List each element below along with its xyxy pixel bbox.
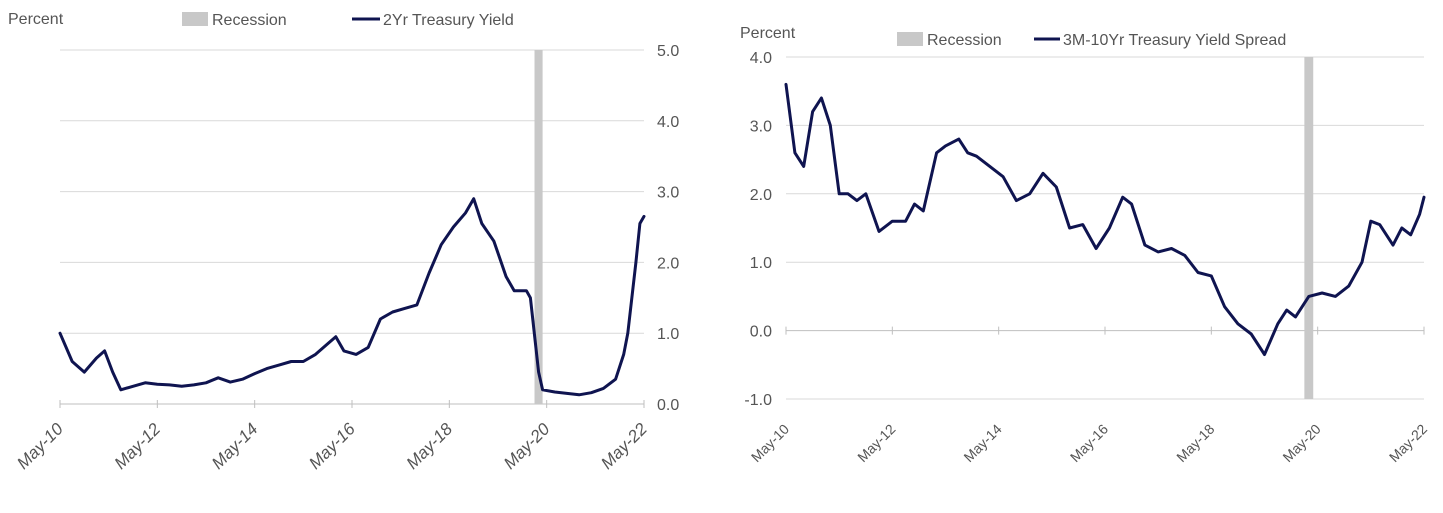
x-tick-label: May-20 <box>1279 421 1323 465</box>
x-tick-label: May-14 <box>208 419 262 473</box>
y-tick-label: 4.0 <box>657 114 679 131</box>
legend: Recession 3M-10Yr Treasury Yield Spread <box>897 32 1286 49</box>
chart-2yr-treasury-yield-svg: Percent Recession 2Yr Treasury Yield 0.0… <box>8 11 679 473</box>
y-tick-label: 3.0 <box>657 185 679 202</box>
x-tick-label: May-22 <box>1386 421 1430 465</box>
y-tick-label: 5.0 <box>657 43 679 60</box>
chart-3m-10yr-spread: Percent Recession 3M-10Yr Treasury Yield… <box>722 0 1443 508</box>
legend-recession-label: Recession <box>927 32 1002 49</box>
x-tick-label: May-14 <box>960 421 1004 465</box>
y-tick-label: 0.0 <box>657 397 679 414</box>
y-tick-label: 2.0 <box>657 255 679 272</box>
x-tick-label: May-16 <box>305 419 359 473</box>
y-axis-title: Percent <box>8 11 64 28</box>
y-axis-title: Percent <box>740 25 796 42</box>
x-tick-label: May-18 <box>1173 421 1217 465</box>
legend: Recession 2Yr Treasury Yield <box>182 12 514 29</box>
y-tick-labels: 0.0 1.0 2.0 3.0 4.0 5.0 <box>657 43 679 414</box>
x-tick-label: May-10 <box>748 421 792 465</box>
series-line-3m-10yr-spread <box>784 82 1426 356</box>
y-tick-label: 1.0 <box>657 326 679 343</box>
chart-3m-10yr-spread-svg: Percent Recession 3M-10Yr Treasury Yield… <box>740 25 1430 465</box>
y-tick-label: -1.0 <box>744 392 772 409</box>
legend-series-label: 3M-10Yr Treasury Yield Spread <box>1063 32 1286 49</box>
legend-recession-swatch <box>182 12 208 26</box>
y-tick-label: 4.0 <box>750 50 772 67</box>
x-tick-labels: May-10 May-12 May-14 May-16 May-18 May-20 May-… <box>748 421 1430 465</box>
legend-recession-label: Recession <box>212 12 287 29</box>
x-tick-labels: May-10 May-12 May-14 May-16 May-18 May-20 May-… <box>13 419 651 473</box>
legend-recession-swatch <box>897 32 923 46</box>
legend-series-label: 2Yr Treasury Yield <box>383 12 514 29</box>
x-tick-label: May-10 <box>13 419 67 473</box>
x-tick-label: May-22 <box>597 419 651 473</box>
x-tick-label: May-20 <box>500 419 554 473</box>
chart-2yr-treasury-yield: Percent Recession 2Yr Treasury Yield 0.0… <box>0 0 720 508</box>
x-tick-label: May-12 <box>111 419 165 473</box>
x-tick-label: May-12 <box>854 421 898 465</box>
gridlines <box>785 56 1425 400</box>
y-tick-label: 1.0 <box>750 255 772 272</box>
y-tick-label: 2.0 <box>750 187 772 204</box>
y-tick-label: 3.0 <box>750 118 772 135</box>
y-tick-label: 0.0 <box>750 324 772 341</box>
x-tick-label: May-16 <box>1067 421 1111 465</box>
y-tick-labels: -1.0 0.0 1.0 2.0 3.0 4.0 <box>744 50 772 409</box>
gridlines <box>59 49 645 408</box>
recession-bar <box>534 50 543 404</box>
x-tick-label: May-18 <box>403 419 457 473</box>
recession-bar <box>1304 57 1314 399</box>
series-line-2yr-treasury-yield <box>58 197 646 397</box>
